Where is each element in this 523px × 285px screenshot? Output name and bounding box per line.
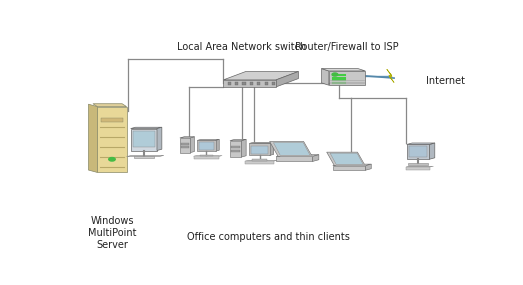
Bar [245, 161, 274, 164]
Bar [407, 144, 429, 159]
Polygon shape [127, 155, 164, 157]
Bar [252, 146, 268, 154]
Bar [242, 82, 246, 85]
Polygon shape [157, 127, 162, 150]
Bar [276, 156, 312, 162]
Polygon shape [322, 69, 329, 85]
Polygon shape [269, 141, 312, 156]
Bar [181, 142, 189, 144]
Bar [194, 156, 219, 159]
Bar [265, 82, 268, 85]
Text: Router/Firewall to ISP: Router/Firewall to ISP [295, 42, 399, 52]
Polygon shape [249, 142, 274, 143]
Bar [200, 154, 213, 156]
Bar [180, 138, 190, 153]
Bar [257, 82, 260, 85]
Bar [231, 146, 240, 148]
Polygon shape [197, 139, 219, 140]
Polygon shape [230, 139, 246, 141]
Bar [199, 142, 214, 150]
Polygon shape [245, 160, 277, 161]
Bar [228, 82, 231, 85]
Polygon shape [327, 152, 365, 166]
Polygon shape [131, 129, 157, 150]
Polygon shape [330, 153, 363, 165]
Bar [249, 143, 270, 155]
Polygon shape [88, 104, 97, 172]
Polygon shape [322, 69, 365, 71]
Polygon shape [223, 80, 276, 87]
Polygon shape [274, 142, 310, 155]
Text: Local Area Network switch: Local Area Network switch [177, 42, 306, 52]
Bar [231, 150, 240, 152]
Bar [133, 131, 155, 147]
Bar [408, 163, 428, 165]
Bar [181, 146, 189, 148]
Bar [250, 82, 253, 85]
Polygon shape [241, 139, 246, 157]
Bar [406, 167, 430, 170]
Polygon shape [93, 104, 127, 107]
Polygon shape [329, 71, 365, 85]
Polygon shape [223, 72, 299, 80]
Circle shape [109, 158, 115, 161]
Bar [100, 118, 123, 122]
Polygon shape [131, 127, 162, 129]
Polygon shape [190, 137, 195, 153]
Bar [272, 82, 275, 85]
Polygon shape [97, 107, 127, 172]
Bar [197, 140, 215, 151]
Polygon shape [407, 143, 435, 144]
Polygon shape [276, 72, 299, 87]
Polygon shape [312, 155, 319, 162]
Circle shape [332, 73, 338, 76]
Bar [134, 156, 154, 158]
Polygon shape [429, 143, 435, 159]
Text: Internet: Internet [426, 76, 464, 86]
Polygon shape [333, 164, 371, 166]
Text: Windows
MultiPoint
Server: Windows MultiPoint Server [88, 216, 136, 250]
Polygon shape [387, 69, 394, 82]
Bar [409, 146, 427, 157]
Polygon shape [215, 139, 219, 151]
Polygon shape [276, 155, 319, 156]
Polygon shape [366, 164, 371, 170]
Polygon shape [270, 142, 274, 155]
Bar [333, 166, 366, 170]
Polygon shape [180, 137, 195, 138]
Polygon shape [406, 166, 434, 167]
Text: Office computers and thin clients: Office computers and thin clients [187, 232, 349, 242]
Bar [235, 82, 238, 85]
Bar [252, 159, 267, 161]
Bar [230, 141, 241, 157]
